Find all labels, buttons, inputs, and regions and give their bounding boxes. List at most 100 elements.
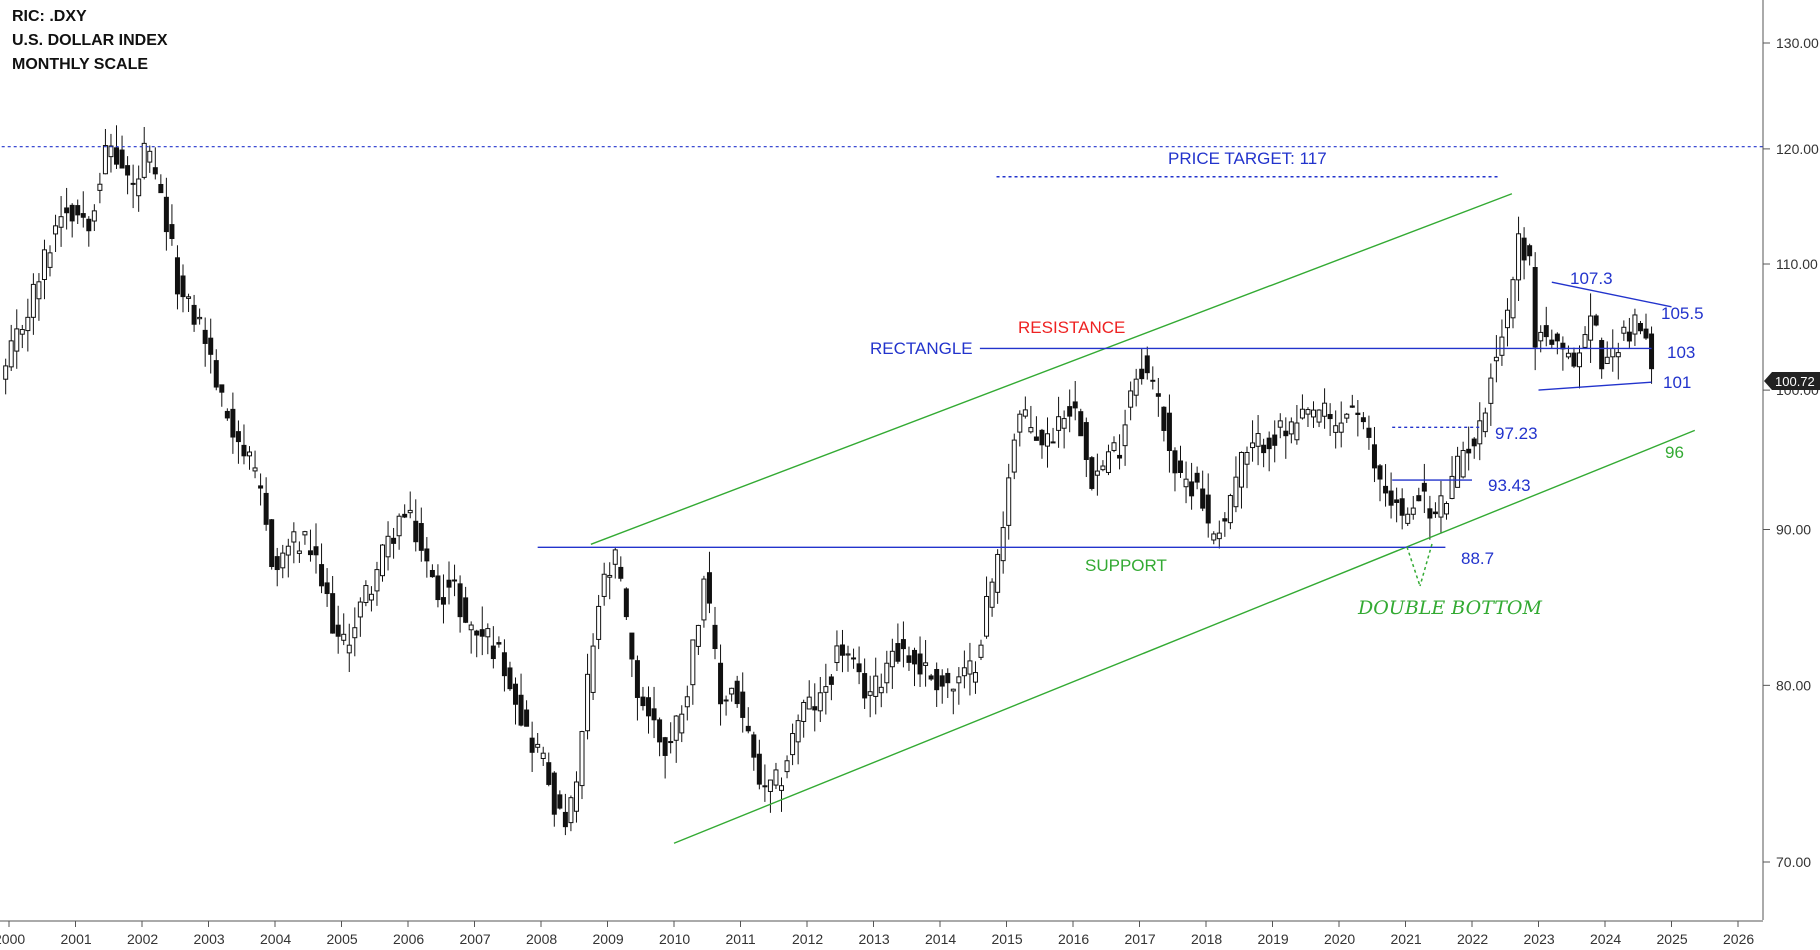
annotations: PRICE TARGET: 117 RECTANGLE RESISTANCE S… [870,149,1704,619]
last-price-tag-shape [1764,372,1820,390]
candle-down [263,492,269,525]
candle-up [1333,425,1339,433]
candle-up [357,601,363,618]
candle-up [252,467,258,472]
candle-up [1444,503,1450,515]
candle-up [341,633,347,641]
x-tick-label: 2007 [460,931,491,947]
x-tick-label: 2019 [1258,931,1289,947]
candle-down [1543,325,1549,338]
candle-up [1338,422,1344,433]
candle-down [1178,460,1184,473]
candle-up [468,624,474,631]
candle-down [208,337,214,355]
candle-down [230,408,236,438]
x-axis-ticks: 2000 2001 2002 2003 2004 2005 2006 2007 2008 2009… [0,921,1754,947]
candle-up [346,644,352,654]
candle-up [773,769,779,786]
candle-down [130,182,136,185]
candle-up [972,672,978,683]
x-tick-label: 2015 [992,931,1023,947]
candle-up [607,574,613,578]
candle-down [1388,490,1394,506]
candle-up [1516,233,1522,281]
candle-down [1394,499,1400,503]
candle-down [895,643,901,662]
candle-down [1427,508,1433,519]
candle-up [1510,279,1516,319]
candle-up [873,675,879,697]
price-target-label: PRICE TARGET: 117 [1168,149,1327,168]
candle-up [867,691,873,696]
candle-up [368,593,374,601]
candle-up [1100,465,1106,471]
candle-down [440,597,446,605]
candle-up [790,733,796,756]
candle-up [1460,450,1466,478]
candle-down [391,537,397,544]
candle-up [923,662,929,666]
candle-up [197,316,203,320]
channel-lower-line [673,429,1696,844]
candle-down [900,639,906,650]
candle-down [324,582,330,595]
candle-up [834,645,840,664]
candle-down [934,669,940,691]
candle-up [385,535,391,558]
x-tick-label: 2014 [925,931,956,947]
candle-down [490,645,496,660]
candle-down [501,652,507,677]
candle-down [551,772,557,815]
candle-up [8,340,14,368]
triangle-lower-line [1538,381,1652,391]
candle-down [1117,454,1123,459]
candle-down [1161,406,1167,431]
x-tick-label: 2023 [1524,931,1555,947]
candle-up [380,544,386,577]
candle-down [751,734,757,758]
candle-up [984,595,990,637]
x-tick-label: 2026 [1723,931,1754,947]
candle-up [141,142,147,178]
candle-down [424,548,430,562]
candlestick-series [3,125,1655,836]
candle-down [1532,267,1538,348]
candle-up [1211,533,1217,541]
candle-down [163,196,169,233]
candle-down [1033,436,1039,441]
candle-up [147,150,153,163]
candle-down [241,444,247,457]
candle-up [961,667,967,677]
candle-up [1405,513,1411,524]
candle-down [1072,401,1078,409]
candle-up [1111,442,1117,451]
candle-down [562,811,568,828]
candle-down [1571,352,1577,367]
channel-96-label: 96 [1665,443,1684,462]
candle-up [1455,455,1461,488]
candle-down [928,675,934,680]
candle-down [319,564,325,587]
level-105-label: 105.5 [1661,304,1704,323]
support-label: SUPPORT [1085,556,1167,575]
candle-up [1288,421,1294,435]
candle-down [1205,494,1211,524]
candle-up [1216,532,1222,540]
x-tick-label: 2024 [1590,931,1621,947]
candle-down [657,719,663,743]
candle-up [784,760,790,773]
x-tick-label: 2021 [1391,931,1422,947]
candle-up [601,573,607,597]
x-tick-label: 2012 [792,931,823,947]
candle-up [1621,326,1627,334]
level-107-label: 107.3 [1570,269,1613,288]
candle-down [86,218,92,232]
candle-down [202,329,208,344]
candle-down [646,697,652,717]
candle-down [258,485,264,489]
candle-down [1194,472,1200,483]
candle-up [1322,402,1328,417]
candle-up [25,316,31,332]
candle-up [1449,475,1455,499]
candle-down [1039,429,1045,446]
